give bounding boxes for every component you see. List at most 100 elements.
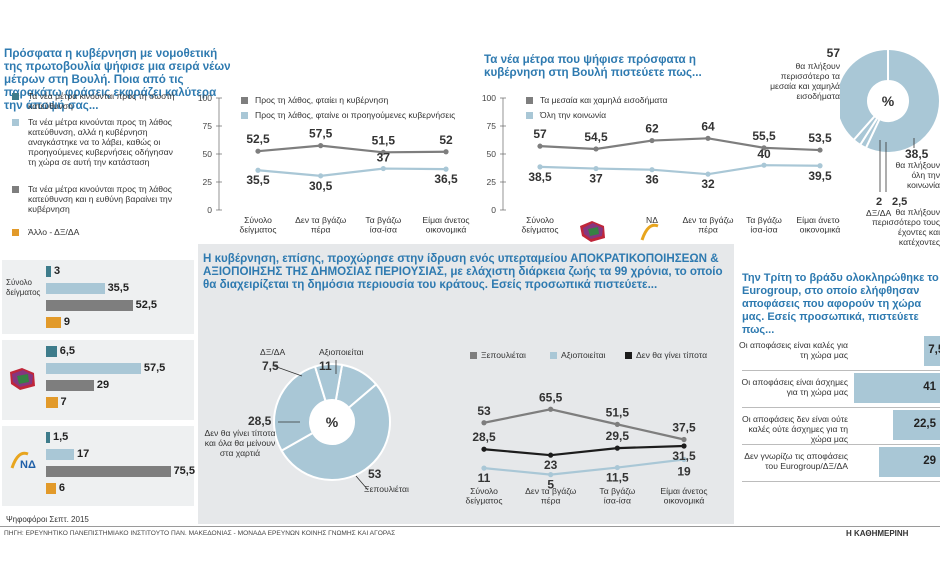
data-label: 37 [589,172,603,186]
donut2-label-xepoulietai: Ξεπουλιέται [364,484,409,494]
series-point-2 [548,472,554,478]
series-point-1 [705,135,711,141]
category-label: πέρα [541,496,561,506]
donut1-leaders [879,138,915,192]
series-point-1 [443,149,449,155]
eurogroup-bars: Οι αποφάσεις είναι καλές για τη χώρα μας… [739,336,940,486]
data-label: 11 [478,471,491,485]
donut-chart-1: % [840,47,940,154]
series-point-1 [380,149,386,155]
series-point-3 [548,452,554,458]
ytick-label: 100 [198,93,212,103]
category-label: οικονομικά [426,225,467,235]
ytick-label: 0 [491,205,496,215]
leader-line [273,365,303,377]
left-footer: Ψηφοφόροι Σεπτ. 2015 [6,515,89,524]
series-point-1 [593,146,599,152]
series-point-1 [537,143,543,149]
left-bar-value-g3-2: 17 [77,448,90,460]
ytick-label: 25 [203,177,213,187]
eurogroup-bar-3 [892,410,940,440]
left-question: Πρόσφατα η κυβέρνηση με νομοθετική της π… [4,47,231,112]
data-label: 65,5 [539,390,563,404]
category-label: πέρα [698,225,718,235]
left-bar-value-g1-3: 52,5 [135,299,158,311]
data-label: 51,5 [606,405,630,419]
data-label: 28,5 [472,430,496,444]
data-label: 36,5 [434,172,458,186]
eurogroup-bar-1 [924,336,940,366]
eurogroup-separator [742,370,940,371]
lc2-legend-swatch-2 [526,112,533,119]
category-label: Είμαι άνετος [660,486,707,496]
data-label: 55,5 [752,129,776,143]
group-label-total: Σύνολο δείγματος [6,278,41,297]
series-point-2 [443,166,449,172]
legend-text-3: Τα νέα μέτρα κινούνται προς τη λάθος κατ… [28,184,173,214]
left-bar-value-g2-4: 7 [60,396,67,408]
category-label: Τα βγάζω [365,215,401,225]
line-chart-1: 100 75 50 25 0 52,5 57,5 51,5 52 35,5 30,5 37 36,5 Σύ… [198,93,470,235]
eurogroup-separator [742,444,940,445]
eurogroup-value-3: 22,5 [913,418,936,430]
data-label: 29,5 [606,429,630,443]
data-label: 32 [701,177,715,191]
left-bar-value-g1-2: 35,5 [107,282,129,294]
series-point-2 [318,173,324,179]
series-point-1 [481,420,487,426]
line-chart-3: 53 65,5 51,5 37,5 11 5 11,5 19 28,5 23 29,5 31,5 Σύν… [466,390,708,506]
donut2-label-tipota: Δεν θα γίνει τίποτα και όλα θα μείνουν σ… [204,428,276,458]
data-label: 64 [701,119,715,133]
series-point-2 [614,464,620,471]
category-label: Σύνολο [244,215,272,225]
left-bar-g1-4 [46,317,61,328]
left-bar-g1-1 [46,266,51,277]
category-label: Δεν τα βγάζω [682,215,733,225]
eurogroup-separator [742,407,940,408]
syriza-logo-icon [580,221,605,242]
legend-swatch-2 [12,119,19,126]
donut-center-label: % [882,93,895,109]
data-label: 51,5 [372,133,396,147]
data-label: 37,5 [672,421,696,435]
legend-swatch-1 [12,93,19,100]
eurogroup-bar-4 [879,447,940,477]
left-bar-g2-3 [46,380,94,391]
left-bar-g3-2 [46,449,75,460]
mid-title: Η κυβέρνηση, επίσης, προχώρησε στην ίδρυ… [203,252,723,291]
data-label: 57,5 [309,127,333,141]
category-label: δείγματος [240,225,277,235]
footer-brand: Η ΚΑΘΗΜΕΡΙΝΗ [846,529,909,538]
series-point-2 [380,165,386,172]
left-bar-g1-3 [46,300,133,311]
series-line-3 [483,444,685,457]
left-bar-value-g3-4: 6 [58,482,66,494]
series-point-2 [681,456,687,463]
data-label: 62 [645,122,659,136]
category-label: Δεν τα βγάζω [525,486,576,496]
series-point-2 [255,167,261,173]
left-bar-g3-1 [46,432,50,443]
syriza-logo-icon [10,368,35,390]
legend-text-1: Τα νέα μέτρα κινούνται προς τη σωστή κατ… [28,91,175,111]
series-point-3 [614,445,620,451]
left-bar-value-g2-1: 6,5 [59,345,76,357]
left-bar-g2-4 [46,397,58,408]
category-label: Τα βγάζω [746,215,782,225]
ytick-label: 100 [482,93,496,103]
donut1-value-1: 57 [826,46,840,60]
donut1-value-3: 2,5 [892,196,908,208]
category-label: Σύνολο [526,215,554,225]
left-legend: Τα νέα μέτρα κινούνται προς τη σωστή κατ… [4,90,184,260]
left-bar-g2-2 [46,363,141,374]
donut-center-label: % [326,414,339,430]
category-label: δείγματος [466,496,503,506]
category-label: ίσα-ίσα [604,496,631,506]
left-bar-value-g1-4: 9 [63,316,70,328]
series-point-2 [537,164,543,170]
category-label: δείγματος [522,225,559,235]
series-point-1 [649,137,655,144]
lc1-legend-swatch-2 [241,112,248,119]
eurogroup-category-2: Οι αποφάσεις είναι άσχημες για τη χώρα μ… [741,377,848,397]
donut2-label-axiopoieitai: Αξιοποιείται [319,347,364,357]
